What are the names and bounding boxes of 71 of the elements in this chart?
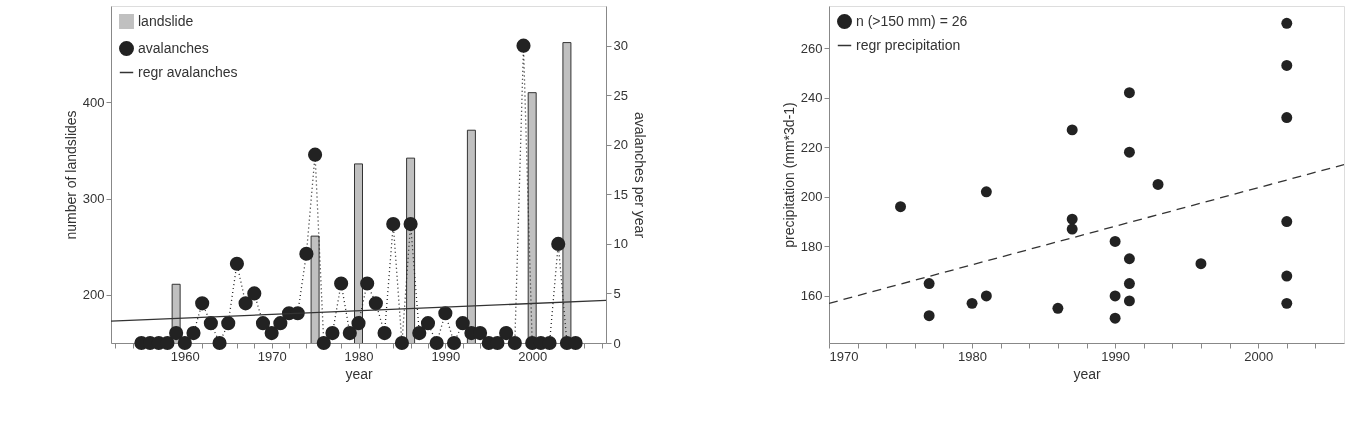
legend-label: regr avalanches bbox=[138, 63, 238, 80]
point bbox=[325, 326, 340, 341]
legend-label: regr precipitation bbox=[856, 36, 961, 53]
point bbox=[429, 335, 444, 351]
y2-tick-label: 15 bbox=[613, 186, 628, 202]
x-tick-label: 1980 bbox=[344, 348, 374, 364]
x-tick-label: 1980 bbox=[958, 348, 988, 364]
y-tick-label: 200 bbox=[800, 189, 823, 205]
point bbox=[247, 286, 262, 301]
point bbox=[299, 246, 314, 261]
point bbox=[229, 256, 244, 271]
point bbox=[394, 335, 409, 351]
point bbox=[273, 316, 288, 331]
legend-label: avalanches bbox=[138, 39, 209, 56]
point bbox=[499, 326, 514, 341]
y-axis-title: number of landslides bbox=[62, 110, 79, 240]
x-tick-label: 2000 bbox=[1244, 348, 1274, 364]
x-axis-title: year bbox=[345, 365, 373, 382]
point bbox=[386, 217, 401, 232]
x-tick-label: 1990 bbox=[431, 348, 461, 364]
point bbox=[238, 296, 253, 311]
point bbox=[368, 296, 383, 311]
legend-label: landslide bbox=[138, 12, 194, 29]
y2-tick-label: 20 bbox=[613, 137, 628, 153]
point bbox=[195, 296, 210, 311]
point bbox=[186, 326, 201, 341]
x-axis-title: year bbox=[1073, 365, 1101, 382]
point bbox=[551, 236, 566, 251]
point bbox=[438, 306, 453, 321]
y-tick-label: 200 bbox=[82, 287, 105, 303]
point bbox=[221, 316, 236, 331]
y2-tick-label: 0 bbox=[613, 335, 621, 351]
point bbox=[203, 316, 218, 331]
point bbox=[446, 335, 462, 351]
point bbox=[264, 326, 279, 341]
y-tick-label: 160 bbox=[800, 288, 823, 304]
x-tick-label: 1960 bbox=[170, 348, 200, 364]
y2-tick-label: 30 bbox=[613, 38, 628, 54]
point bbox=[334, 276, 349, 291]
point bbox=[455, 316, 470, 331]
point bbox=[169, 326, 184, 341]
point bbox=[412, 326, 427, 341]
point bbox=[342, 326, 357, 341]
point bbox=[316, 335, 331, 351]
y-tick-label: 260 bbox=[800, 40, 823, 56]
y-tick-label: 240 bbox=[800, 90, 823, 106]
point bbox=[516, 38, 531, 53]
y2-axis-title: avalanches per year bbox=[631, 111, 648, 239]
point bbox=[177, 335, 192, 351]
point bbox=[212, 335, 227, 351]
point bbox=[507, 335, 522, 351]
y2-tick-label: 5 bbox=[613, 285, 621, 301]
legend-label: n (>150 mm) = 26 bbox=[856, 12, 968, 29]
y-tick-label: 180 bbox=[800, 238, 823, 254]
point bbox=[420, 316, 436, 331]
x-tick-label: 1990 bbox=[1101, 348, 1131, 364]
y2-tick-label: 10 bbox=[613, 236, 628, 252]
point bbox=[351, 316, 366, 331]
y2-tick-label: 25 bbox=[613, 87, 628, 103]
y-tick-label: 220 bbox=[800, 139, 823, 155]
y-axis-title: precipitation (mm*3d-1) bbox=[780, 102, 797, 248]
point bbox=[403, 217, 418, 232]
point bbox=[377, 326, 392, 341]
x-tick-label: 1970 bbox=[257, 348, 287, 364]
point bbox=[360, 276, 375, 291]
y-tick-label: 400 bbox=[82, 94, 105, 110]
x-tick-label: 2000 bbox=[518, 348, 548, 364]
y-tick-label: 300 bbox=[82, 191, 105, 207]
x-tick-label: 1970 bbox=[829, 348, 859, 364]
point bbox=[255, 316, 271, 331]
point bbox=[308, 147, 323, 162]
